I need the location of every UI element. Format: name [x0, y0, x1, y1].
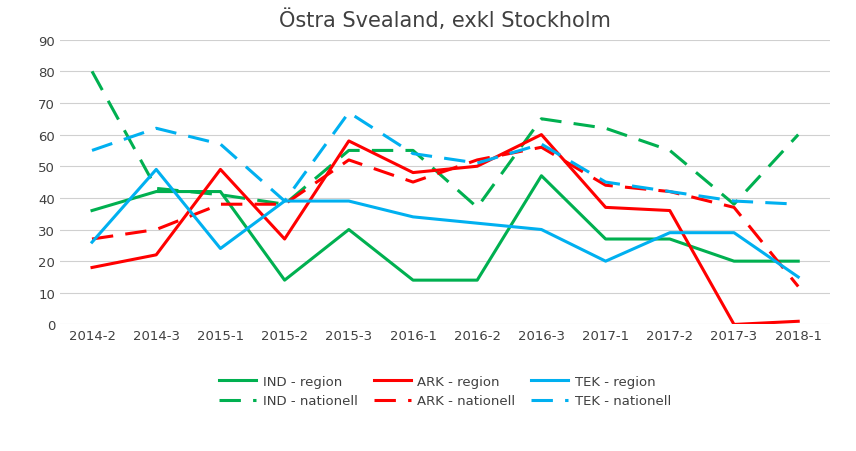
Title: Östra Svealand, exkl Stockholm: Östra Svealand, exkl Stockholm	[279, 9, 611, 31]
Legend: IND - region, IND - nationell, ARK - region, ARK - nationell, TEK - region, TEK : IND - region, IND - nationell, ARK - reg…	[213, 368, 677, 414]
